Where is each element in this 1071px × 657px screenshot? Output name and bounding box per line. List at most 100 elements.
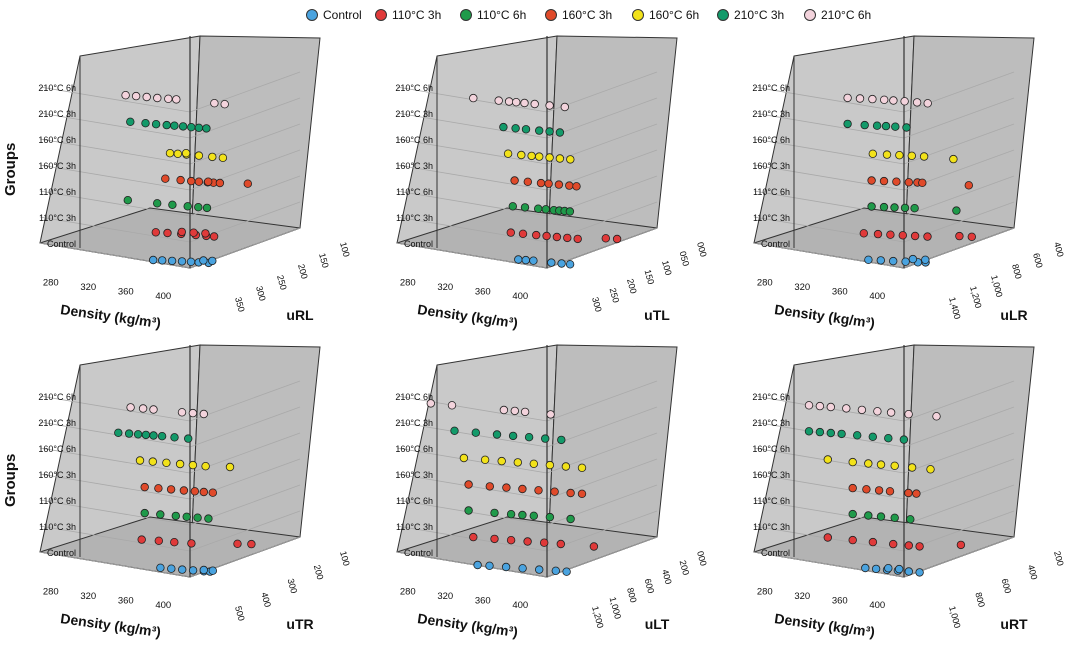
group-tick-label: 210°C 3h [395, 109, 433, 119]
grid-line [39, 525, 191, 552]
data-point [902, 123, 911, 132]
data-point [921, 255, 930, 264]
data-point [506, 535, 516, 545]
data-point [513, 458, 522, 467]
data-point [545, 101, 554, 110]
data-point [170, 121, 179, 130]
data-point [202, 124, 211, 133]
legend-marker [375, 9, 387, 21]
data-point [904, 541, 913, 550]
group-tick-label: 210°C 3h [395, 418, 433, 428]
z-tick-label: 200 [296, 263, 310, 280]
data-point [514, 255, 523, 264]
data-point [895, 150, 904, 160]
data-point [843, 119, 852, 129]
z-tick-label: 400 [259, 591, 273, 608]
group-tick-label: 160°C 6h [752, 135, 790, 145]
data-point [215, 178, 225, 188]
grid-line [753, 473, 905, 500]
data-point [499, 122, 508, 132]
group-tick-label: 210°C 3h [38, 109, 76, 119]
x-tick-label: 400 [512, 291, 528, 302]
grid-line [39, 447, 191, 474]
data-point [156, 510, 165, 519]
data-point [126, 117, 135, 126]
grid-line [39, 164, 191, 191]
data-point [170, 537, 179, 547]
data-point [183, 202, 192, 211]
z-tick-label: 800 [973, 591, 987, 608]
data-point [137, 535, 146, 544]
data-point [560, 102, 569, 112]
group-tick-label: Control [404, 239, 433, 249]
z-tick-label: 150 [643, 268, 657, 285]
data-point [187, 122, 196, 132]
grid-line [546, 458, 658, 500]
data-point [848, 535, 857, 545]
data-point [923, 232, 932, 241]
x-tick-label: 320 [80, 282, 96, 293]
data-point [910, 203, 919, 213]
x-tick-label: 320 [794, 591, 810, 602]
data-point [179, 486, 189, 495]
data-point [123, 195, 132, 205]
data-point [138, 404, 148, 413]
data-point [163, 228, 172, 238]
group-tick-label: 160°C 3h [395, 161, 433, 171]
group-tick-label: 160°C 6h [38, 444, 76, 454]
z-tick-label: 300 [254, 285, 268, 302]
z-tick-label: 800 [625, 587, 639, 604]
group-tick-label: 110°C 6h [396, 187, 433, 197]
grid-line [546, 484, 658, 526]
x-tick-label: 360 [832, 286, 848, 297]
grid-line [39, 551, 191, 578]
x-axis-label: Density (kg/m³) [417, 301, 519, 331]
data-point [161, 174, 170, 183]
z-axis-label: uRL [286, 307, 314, 323]
grid-line [39, 216, 191, 243]
data-point [551, 566, 560, 575]
data-point [149, 431, 158, 440]
grid-line [903, 71, 1015, 113]
x-tick-label: 360 [832, 595, 848, 606]
data-point [889, 96, 898, 105]
data-point [518, 484, 527, 494]
data-point [517, 150, 526, 160]
x-tick-label: 400 [869, 291, 885, 302]
data-point [868, 149, 877, 158]
legend-item: 110°C 6h [460, 8, 526, 22]
data-point [534, 152, 544, 161]
data-point [520, 98, 529, 108]
data-point [557, 259, 566, 268]
grid-line [396, 447, 548, 474]
grid-line [546, 227, 658, 269]
data-point [490, 508, 499, 518]
data-point [566, 488, 575, 498]
data-point [871, 564, 881, 574]
data-point [124, 429, 134, 438]
data-point [577, 463, 587, 472]
data-point [552, 232, 562, 242]
data-point [879, 176, 889, 186]
grid-line [903, 484, 1015, 526]
panel-uLT: Control 110°C 3h 110°C 6h 160°C 3h 160°C 6h 2… [357, 337, 714, 652]
data-point [904, 488, 913, 498]
group-tick-label: 160°C 3h [395, 470, 433, 480]
data-point [612, 234, 622, 244]
z-tick-label: 1,200 [590, 605, 605, 629]
x-tick-label: 360 [475, 286, 491, 297]
panel-uTR: Control 110°C 3h 110°C 6h 160°C 3h 160°C 6h 2… [0, 337, 357, 652]
grid-line [189, 510, 301, 552]
data-point [907, 151, 916, 160]
z-tick-label: 1,200 [968, 285, 983, 309]
group-tick-label: Control [47, 239, 76, 249]
z-tick-label: 400 [660, 568, 674, 585]
data-point [469, 532, 478, 542]
group-tick-label: 160°C 3h [38, 161, 76, 171]
legend-label: 110°C 3h [392, 8, 442, 22]
data-point [546, 410, 555, 419]
data-point [555, 128, 565, 137]
data-point [164, 94, 173, 103]
grid-line [39, 112, 191, 139]
data-point [199, 565, 208, 575]
